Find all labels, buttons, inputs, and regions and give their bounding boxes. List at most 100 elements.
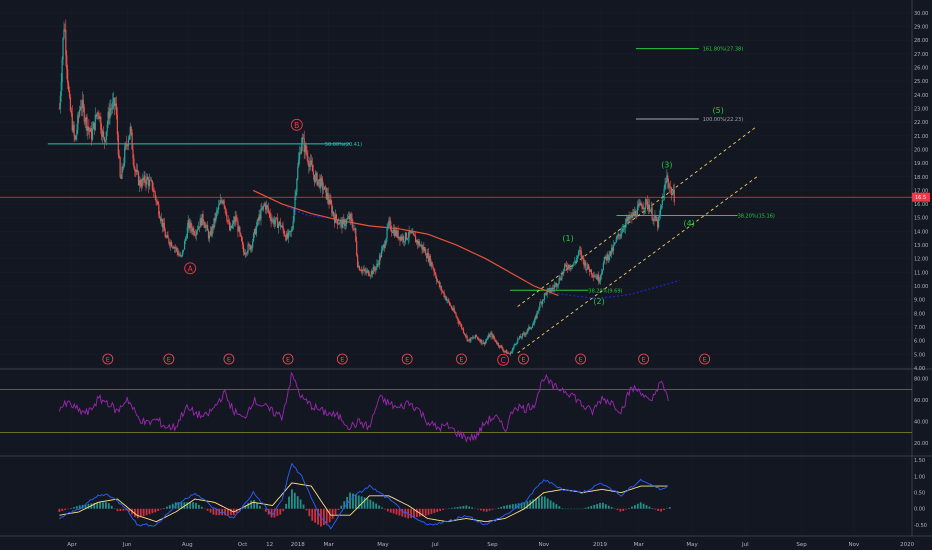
macd-axis-tick: 1.50 (914, 458, 925, 464)
candle-body (424, 249, 426, 251)
candle-body (526, 331, 528, 333)
candle-body (356, 240, 358, 256)
candle-body (596, 276, 598, 280)
candle-body (221, 201, 223, 204)
candle-body (208, 235, 211, 239)
candle-body (477, 337, 479, 340)
candle-body (563, 268, 565, 274)
candle-body (299, 152, 301, 160)
price-axis-tick: 16.00 (914, 202, 928, 208)
candle-body (380, 250, 383, 258)
candle-body (315, 173, 317, 175)
macd-histogram-bar (215, 508, 218, 516)
candle-body (576, 257, 578, 262)
macd-histogram-bar (648, 506, 651, 509)
earnings-marker (699, 353, 711, 365)
candle-body (306, 152, 308, 156)
candle-body (131, 132, 133, 150)
candle-body (321, 177, 323, 181)
candle-body (574, 261, 576, 263)
candle-body (92, 122, 95, 129)
candle-body (284, 234, 286, 237)
candle-body (114, 103, 117, 106)
candle-body (557, 283, 559, 286)
macd-histogram-bar (471, 507, 474, 509)
candle-body (500, 345, 502, 347)
candle-body (251, 246, 253, 248)
macd-histogram-bar (389, 508, 392, 513)
candle-body (79, 106, 82, 110)
candle-body (388, 220, 390, 226)
candle-body (264, 203, 266, 206)
candle-body (222, 200, 224, 204)
candle-body (548, 288, 550, 289)
candle-body (107, 111, 109, 125)
candle-body (476, 336, 478, 338)
candle-body (512, 347, 514, 350)
candle-body (357, 266, 360, 268)
candle-body (285, 236, 287, 241)
rsi-axis-tick: 60.00 (914, 398, 928, 404)
candle-body (345, 219, 348, 225)
candle-body (393, 229, 396, 237)
macd-histogram-bar (558, 506, 561, 509)
candle-body (447, 299, 449, 301)
macd-histogram-bar (354, 494, 357, 509)
candle-body (262, 206, 264, 210)
candle-body (591, 274, 593, 276)
price-axis-tick: 21.00 (914, 134, 928, 140)
candle-body (287, 233, 289, 238)
candle-body (498, 345, 500, 348)
candle-body (323, 186, 326, 190)
candle-body (66, 55, 68, 70)
candle-body (160, 218, 163, 221)
macd-histogram-bar (296, 496, 299, 509)
candle-body (178, 254, 180, 256)
candle-body (100, 116, 102, 130)
candle-body (571, 265, 573, 269)
candle-body (206, 225, 209, 231)
candle-body (348, 216, 350, 220)
trend-channel[interactable] (517, 125, 758, 354)
candle-body (335, 214, 338, 220)
candle-body (114, 97, 116, 106)
elliott-wave-labels[interactable]: A B C (1) (2) (3) (4) (5) (184, 106, 724, 366)
candle-body (380, 255, 382, 258)
candle-body (420, 244, 422, 246)
candle-body (242, 244, 245, 253)
time-axis-tick: Oct (238, 542, 248, 548)
macd-histogram-bar (157, 508, 160, 512)
candle-body (116, 114, 118, 135)
candle-body (95, 114, 97, 117)
macd-histogram-bar (511, 504, 514, 509)
candle-body (452, 308, 454, 310)
macd-histogram-bar (163, 508, 165, 509)
macd-histogram-bar (148, 508, 151, 515)
price-axis-tick: 18.00 (914, 175, 928, 181)
candle-body (560, 279, 562, 281)
candle-body (406, 239, 408, 240)
candle-body (582, 255, 584, 260)
price-axis-tick: 20.00 (914, 147, 928, 153)
candle-body (408, 230, 410, 238)
candle-body (225, 208, 227, 216)
candle-body (196, 229, 199, 232)
macd-histogram-bar (285, 503, 287, 509)
candle-body (377, 263, 379, 265)
macd-histogram-bar (651, 508, 654, 509)
macd-histogram-bar (439, 508, 442, 512)
candle-body (399, 236, 401, 241)
time-axis-tick: Apr (67, 542, 77, 548)
macd-histogram-bar (430, 508, 433, 514)
candle-body (245, 253, 247, 255)
candle-body (634, 210, 637, 217)
candle-body (579, 250, 581, 251)
macd-histogram-bar (337, 508, 340, 511)
candle-body (578, 250, 581, 252)
candle-body (611, 247, 613, 255)
candle-body (89, 129, 91, 132)
candle-body (618, 233, 620, 236)
candle-body (173, 247, 176, 249)
macd-histogram-bar (421, 508, 424, 517)
